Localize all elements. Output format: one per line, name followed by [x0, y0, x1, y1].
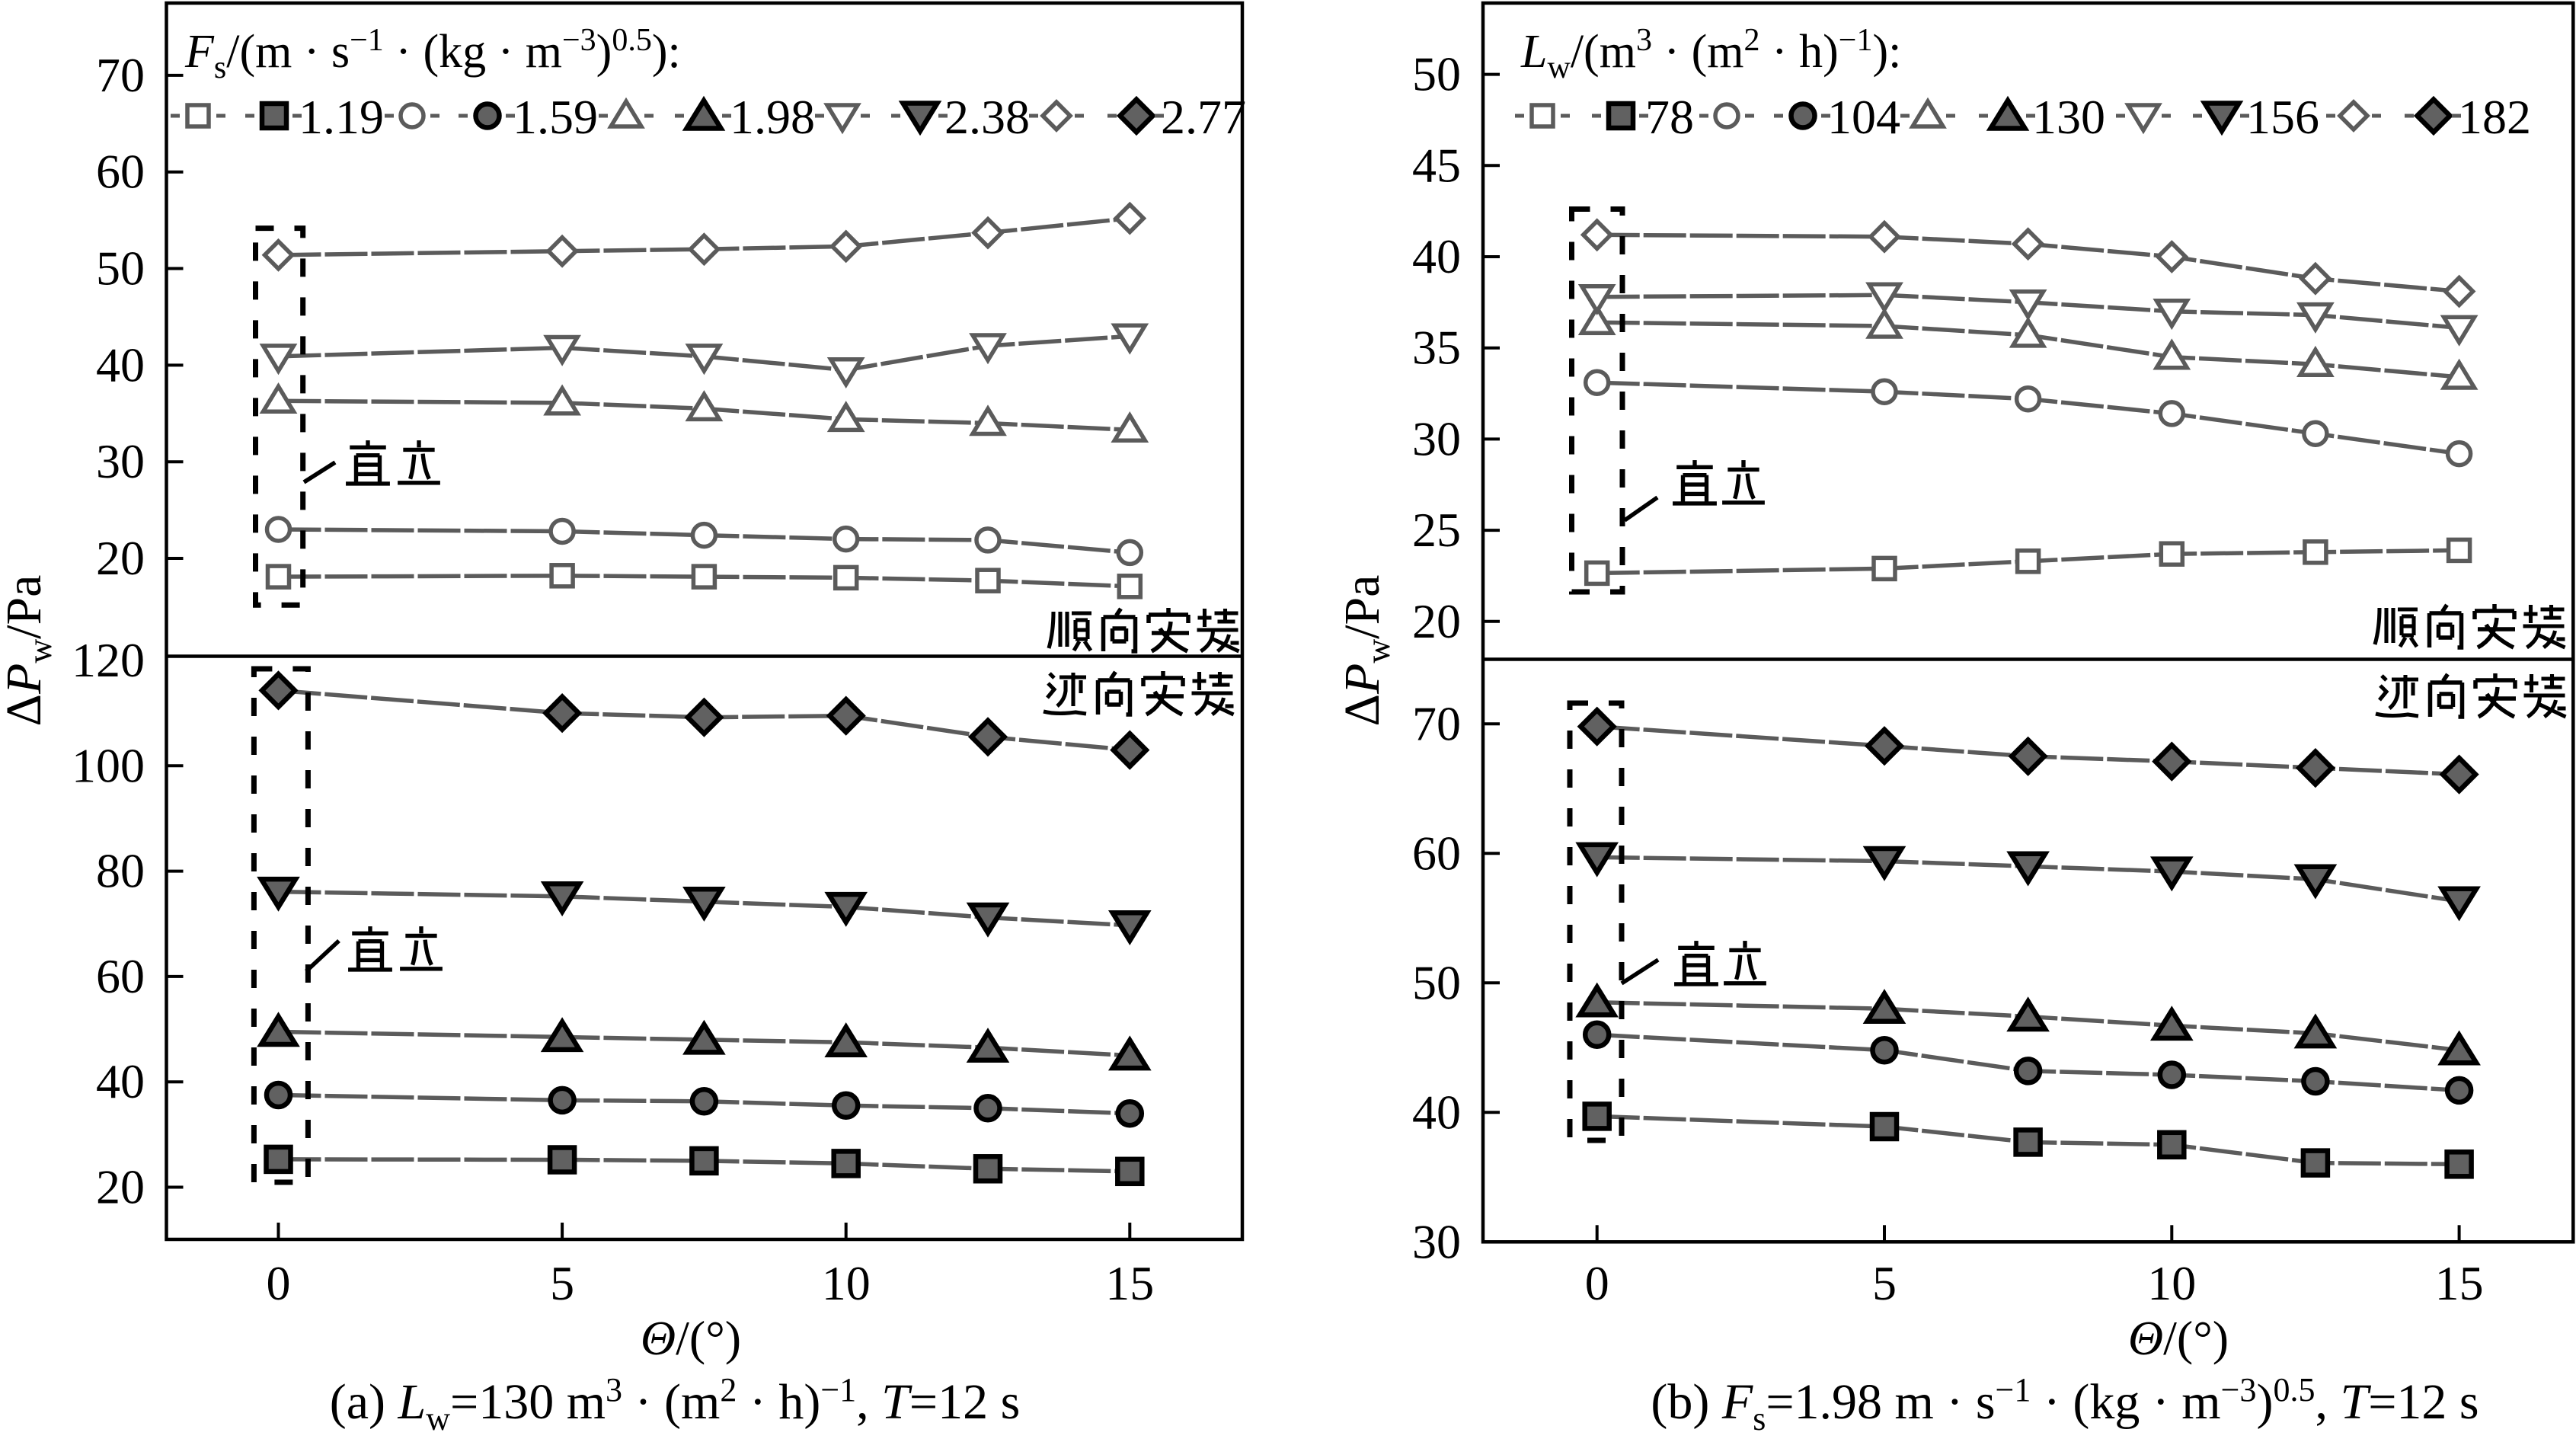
svg-text:20: 20 [96, 1160, 145, 1214]
svg-text:15: 15 [2435, 1256, 2484, 1310]
svg-text:40: 40 [1412, 229, 1461, 283]
svg-text:35: 35 [1412, 321, 1461, 375]
svg-text:0: 0 [1585, 1256, 1609, 1310]
svg-text:0: 0 [267, 1256, 291, 1310]
svg-text:20: 20 [96, 531, 145, 585]
svg-text:60: 60 [96, 949, 145, 1003]
svg-text:50: 50 [1412, 955, 1461, 1009]
svg-text:130: 130 [2032, 90, 2105, 144]
svg-text:ΔPw/Pa: ΔPw/Pa [0, 575, 59, 727]
svg-text:120: 120 [72, 633, 145, 687]
svg-text:(b) Fs=1.98 m · s−1 · (kg · m−: (b) Fs=1.98 m · s−1 · (kg · m−3)0.5, T=1… [1651, 1371, 2479, 1437]
svg-text:50: 50 [1412, 47, 1461, 101]
svg-text:60: 60 [1412, 826, 1461, 880]
svg-text:5: 5 [1872, 1256, 1897, 1310]
svg-text:50: 50 [96, 241, 145, 296]
svg-text:40: 40 [96, 337, 145, 392]
svg-text:10: 10 [822, 1256, 871, 1310]
svg-text:25: 25 [1412, 503, 1461, 557]
svg-text:30: 30 [96, 434, 145, 488]
svg-text:Θ/(°): Θ/(°) [2128, 1311, 2229, 1365]
svg-text:100: 100 [72, 738, 145, 792]
svg-text:40: 40 [1412, 1085, 1461, 1139]
svg-text:70: 70 [1412, 696, 1461, 750]
svg-text:78: 78 [1645, 90, 1694, 144]
svg-text:1.59: 1.59 [513, 90, 598, 144]
svg-text:182: 182 [2458, 90, 2531, 144]
svg-text:Fs/(m · s−1 · (kg · m−3)0.5):: Fs/(m · s−1 · (kg · m−3)0.5): [184, 23, 681, 85]
svg-text:20: 20 [1412, 594, 1461, 648]
svg-text:156: 156 [2246, 90, 2319, 144]
svg-text:1.19: 1.19 [299, 90, 384, 144]
svg-text:1.98: 1.98 [730, 90, 815, 144]
svg-text:30: 30 [1412, 1214, 1461, 1268]
svg-text:Lw/(m3 · (m2 · h)−1):: Lw/(m3 · (m2 · h)−1): [1520, 23, 1901, 85]
svg-text:70: 70 [96, 48, 145, 102]
svg-text:10: 10 [2147, 1256, 2196, 1310]
svg-text:Θ/(°): Θ/(°) [641, 1311, 741, 1365]
svg-text:15: 15 [1105, 1256, 1154, 1310]
svg-text:5: 5 [550, 1256, 574, 1310]
svg-text:60: 60 [96, 145, 145, 199]
svg-text:2.77: 2.77 [1161, 90, 1246, 144]
svg-text:45: 45 [1412, 138, 1461, 192]
svg-text:80: 80 [96, 844, 145, 898]
svg-text:2.38: 2.38 [944, 90, 1030, 144]
svg-text:104: 104 [1827, 90, 1900, 144]
svg-text:40: 40 [96, 1054, 145, 1108]
svg-text:30: 30 [1412, 411, 1461, 465]
